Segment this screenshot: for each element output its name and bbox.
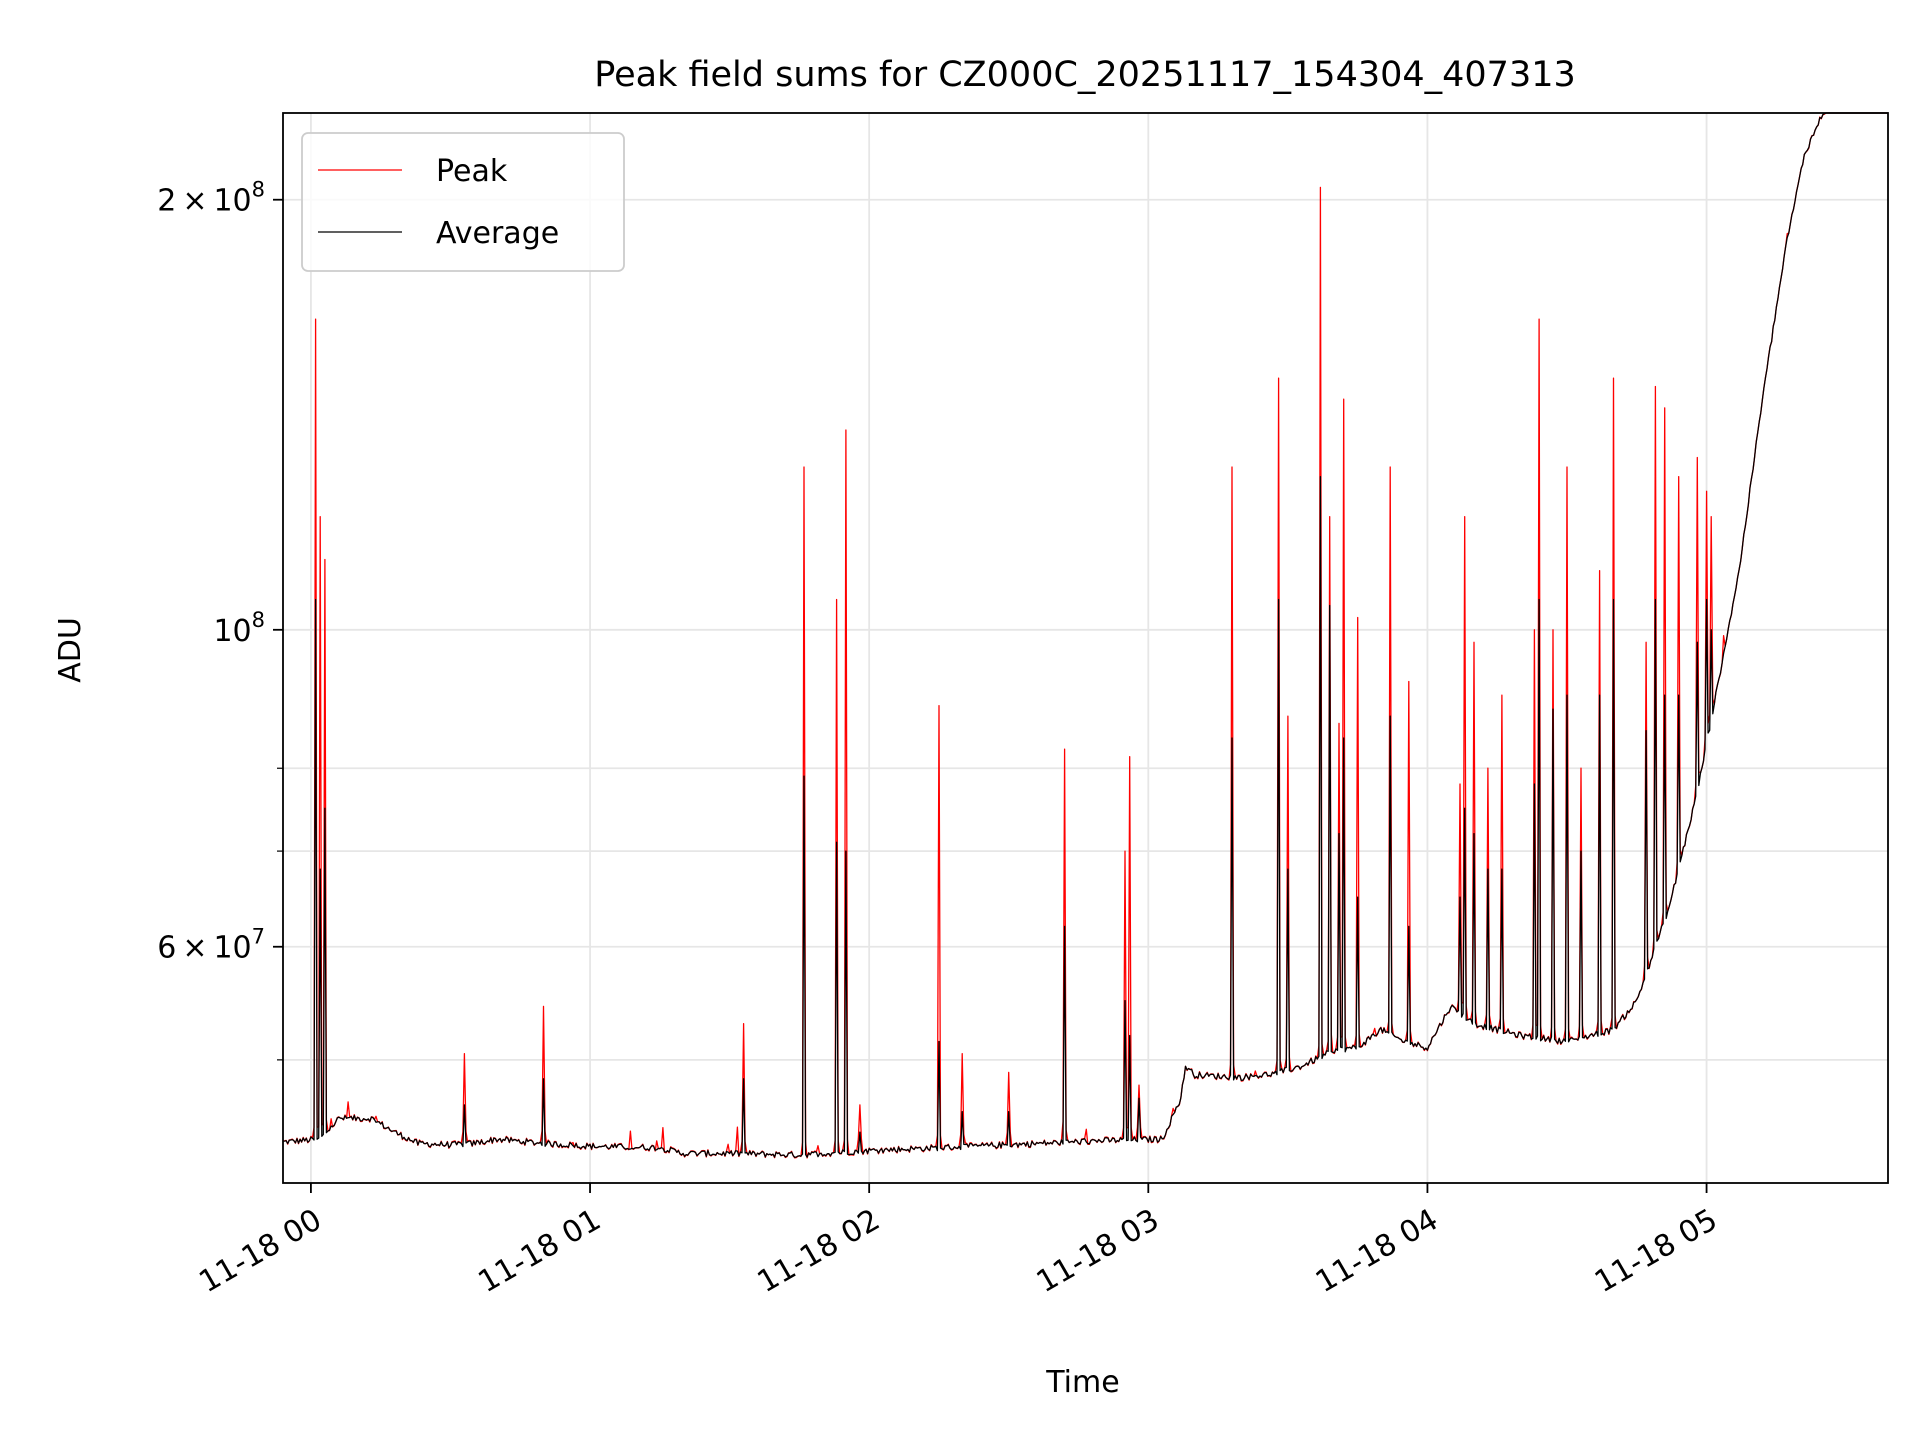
plot-frame <box>282 112 1889 1184</box>
legend-box <box>301 132 625 272</box>
legend-average-label: Average <box>436 216 559 251</box>
x-axis-label: Time <box>1045 1365 1119 1400</box>
plot-area <box>283 112 1888 1159</box>
y-tick-label: 2 × 108 <box>157 178 265 219</box>
series-average-line <box>283 112 1888 1158</box>
y-tick-label: 6 × 107 <box>157 925 265 966</box>
chart-title: Peak field sums for CZ000C_20251117_1543… <box>594 55 1576 95</box>
legend-peak-label: Peak <box>436 154 508 189</box>
legend: Peak Average <box>301 132 625 272</box>
y-tick-label: 108 <box>213 608 265 649</box>
y-axis: 6 × 107 108 2 × 108 <box>157 178 283 1061</box>
y-axis-label: ADU <box>53 617 88 683</box>
